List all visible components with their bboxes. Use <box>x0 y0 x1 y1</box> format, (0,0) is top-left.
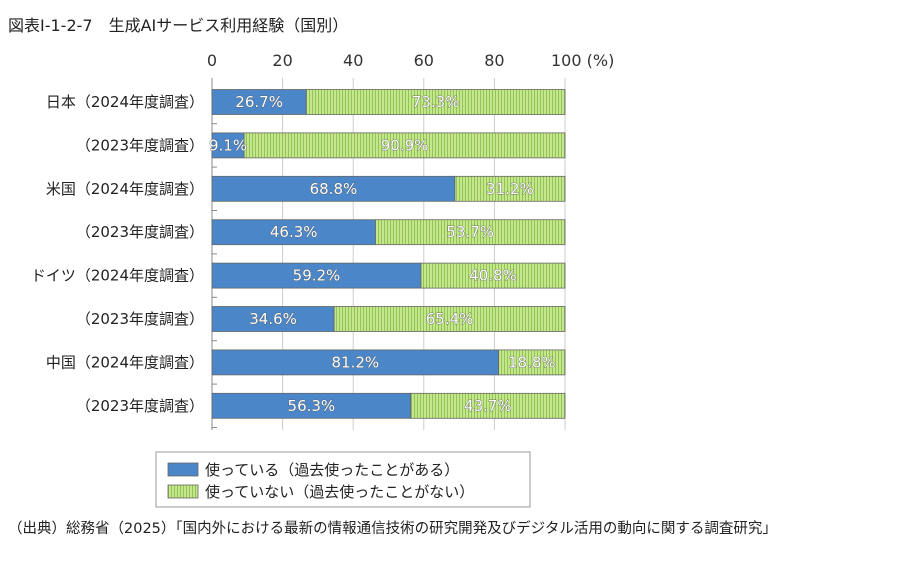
legend-label: 使っている（過去使ったことがある） <box>205 461 459 479</box>
bar-segment <box>211 349 500 376</box>
data-label: 31.2% <box>486 180 534 198</box>
data-label: 59.2% <box>293 267 341 285</box>
category-label: （2023年度調査） <box>76 310 204 328</box>
bar-segment <box>211 219 376 246</box>
source-note: （出典）総務省（2025）「国内外における最新の情報通信技術の研究開発及びデジタ… <box>8 521 777 537</box>
data-label: 90.9% <box>381 136 429 154</box>
bar-segment <box>375 219 566 246</box>
bar-segment <box>420 262 566 289</box>
bar-segment <box>410 392 566 419</box>
bar-segment <box>211 392 412 419</box>
data-label: 65.4% <box>426 310 474 328</box>
bar-segment <box>305 89 566 115</box>
data-label: 56.3% <box>288 397 336 415</box>
legend-swatch <box>167 484 199 499</box>
chart-title: 図表Ⅰ-1-2-7 生成AIサービス利用経験（国別） <box>8 16 349 35</box>
legend-label: 使っていない（過去使ったことがない） <box>205 483 474 501</box>
data-label: 46.3% <box>270 223 318 241</box>
bar-segment <box>243 132 566 159</box>
data-label: 9.1% <box>209 136 247 154</box>
x-tick-label: 60 <box>414 51 434 70</box>
legend-box <box>155 451 531 508</box>
category-label: 中国（2024年度調査） <box>46 353 204 371</box>
x-tick-label: 100 (%) <box>551 51 614 70</box>
data-label: 81.2% <box>331 353 379 371</box>
category-label: ドイツ（2024年度調査） <box>31 267 204 285</box>
legend-swatch <box>167 462 199 477</box>
bar-segment <box>211 306 335 332</box>
bar-segment <box>454 175 566 202</box>
category-label: （2023年度調査） <box>76 397 204 415</box>
data-label: 34.6% <box>249 310 297 328</box>
data-label: 68.8% <box>310 180 358 198</box>
x-tick-label: 20 <box>272 51 292 70</box>
x-tick-label: 80 <box>484 51 504 70</box>
x-tick-label: 40 <box>343 51 363 70</box>
data-label: 43.7% <box>464 397 512 415</box>
data-label: 26.7% <box>235 93 283 111</box>
data-label: 40.8% <box>469 267 517 285</box>
bar-segment <box>211 262 422 289</box>
category-label: （2023年度調査） <box>76 136 204 154</box>
data-label: 73.3% <box>412 93 460 111</box>
category-label: 日本（2024年度調査） <box>46 93 204 111</box>
stacked-bar-chart: 0 20 40 60 80 100 (%) 日本（2024年度調査） 26.7% 73.3% （2… <box>31 51 614 508</box>
bar-segment <box>333 306 566 332</box>
x-tick-label: 0 <box>207 51 217 70</box>
category-label: （2023年度調査） <box>76 223 204 241</box>
bar-segment <box>498 349 566 376</box>
bar-segment <box>211 175 456 202</box>
data-label: 53.7% <box>446 223 494 241</box>
data-label: 18.8% <box>508 353 556 371</box>
category-label: 米国（2024年度調査） <box>46 180 204 198</box>
